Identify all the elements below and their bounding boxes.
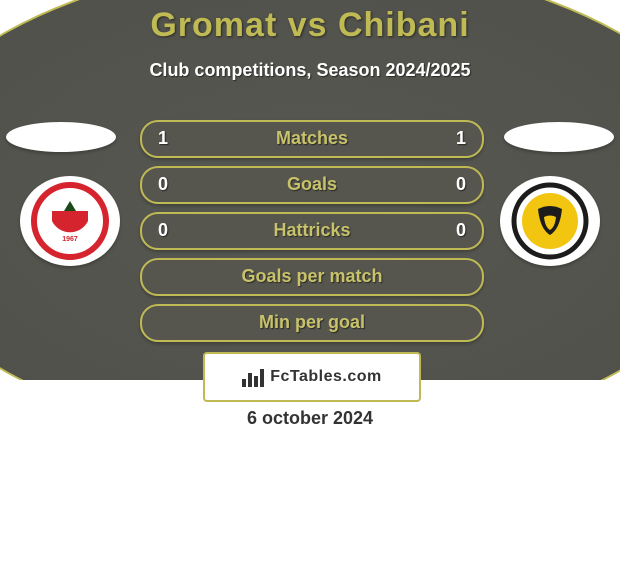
stat-row-hattricks: 0 Hattricks 0 [140, 212, 484, 250]
player-oval-right [504, 122, 614, 152]
stat-right-value: 1 [456, 128, 466, 149]
stat-row-matches: 1 Matches 1 [140, 120, 484, 158]
stat-label: Hattricks [142, 220, 482, 241]
club-crest-left[interactable]: 1967 [20, 176, 120, 266]
page-subtitle: Club competitions, Season 2024/2025 [0, 60, 620, 81]
stat-right-value: 0 [456, 174, 466, 195]
player-oval-left [6, 122, 116, 152]
stat-label: Min per goal [142, 312, 482, 333]
page-title: Gromat vs Chibani [0, 6, 620, 45]
stat-row-goals: 0 Goals 0 [140, 166, 484, 204]
stat-label: Matches [142, 128, 482, 149]
club-crest-right[interactable] [500, 176, 600, 266]
brand-text: FcTables.com [270, 368, 382, 386]
club-crest-left-icon: 1967 [30, 181, 110, 261]
svg-text:1967: 1967 [62, 236, 78, 243]
bar-chart-icon [242, 367, 264, 387]
brand-link[interactable]: FcTables.com [203, 352, 421, 402]
stat-right-value: 0 [456, 220, 466, 241]
stat-row-goals-per-match: Goals per match [140, 258, 484, 296]
club-crest-right-icon [510, 181, 590, 261]
stat-label: Goals per match [142, 266, 482, 287]
stat-row-min-per-goal: Min per goal [140, 304, 484, 342]
page-date: 6 october 2024 [0, 408, 620, 429]
stat-label: Goals [142, 174, 482, 195]
comparison-widget: Gromat vs Chibani Club competitions, Sea… [0, 0, 620, 580]
